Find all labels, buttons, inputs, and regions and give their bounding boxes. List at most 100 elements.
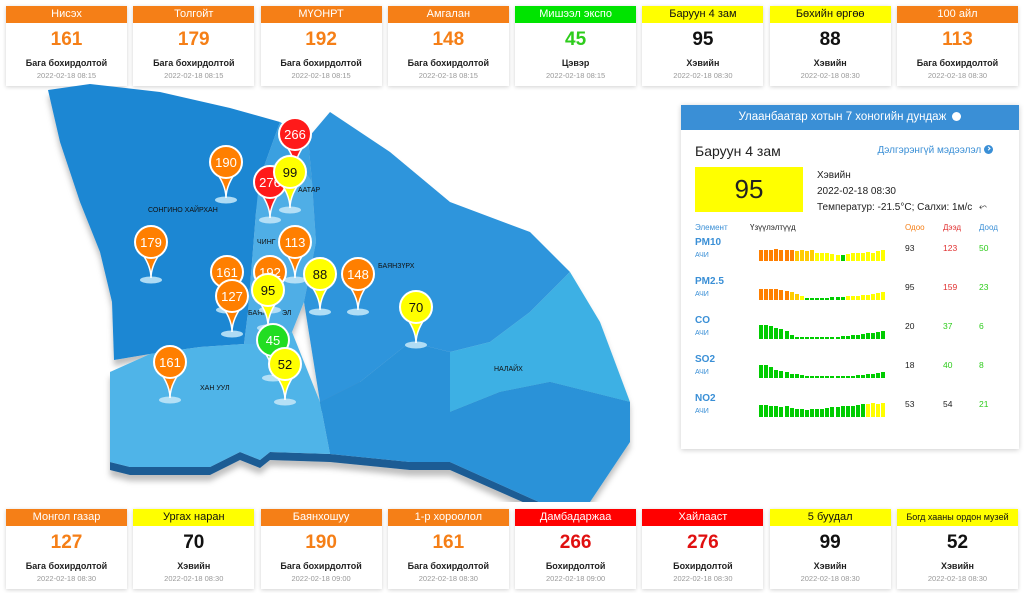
- station-card-value: 52: [946, 532, 969, 553]
- aqi-marker[interactable]: 113: [278, 225, 312, 284]
- pollutant-sparkline: [759, 247, 887, 261]
- pollutant-min: 6: [979, 321, 984, 331]
- district-songino-khairkhan[interactable]: [48, 84, 280, 360]
- label-sukhbaatar: ААТАР: [298, 187, 321, 194]
- sparkline-bar: [876, 373, 881, 378]
- station-card-value: 266: [559, 532, 592, 553]
- sparkline-bar: [861, 253, 865, 261]
- label-bayangol: БАЯН: [248, 310, 267, 317]
- station-card-name: 5 буудал: [769, 509, 891, 526]
- aqi-marker[interactable]: 70: [399, 290, 433, 349]
- station-card[interactable]: 5 буудал 99 Хэвийн 2022-02-18 08:30: [769, 509, 891, 589]
- marker-circle: [399, 290, 433, 324]
- pollutant-name: SO2: [695, 354, 716, 365]
- station-card[interactable]: Богд хааны ордон музей 52 Хэвийн 2022-02-18…: [896, 509, 1018, 589]
- sparkline-bar: [825, 376, 830, 378]
- sparkline-bar: [835, 376, 840, 378]
- station-card[interactable]: Амгалан 148 Бага бохирдолтой 2022-02-18 08:…: [387, 6, 509, 86]
- sparkline-bar: [774, 370, 779, 378]
- station-card[interactable]: 1-р хороолол 161 Бага бохирдолтой 2022-02-1…: [387, 509, 509, 589]
- sparkline-bar: [810, 376, 814, 378]
- aqi-marker[interactable]: 127: [215, 279, 249, 338]
- sparkline-bar: [861, 404, 865, 417]
- aqi-marker[interactable]: 99: [273, 155, 307, 214]
- marker-value: 179: [140, 235, 162, 250]
- sparkline-bar: [774, 289, 779, 300]
- station-card-value: 192: [305, 29, 337, 50]
- sparkline-bar: [764, 250, 769, 261]
- marker-circle: [251, 273, 285, 307]
- aqi-marker[interactable]: 190: [209, 145, 243, 204]
- pollutant-unit: АЧИ: [695, 330, 709, 337]
- sparkline-bar: [825, 253, 830, 261]
- station-card[interactable]: Дамбадаржаа 266 Бохирдолтой 2022-02-18 09:0…: [515, 509, 637, 589]
- sparkline-bar: [764, 365, 769, 378]
- district-nalaikh[interactable]: [450, 272, 630, 412]
- station-card[interactable]: Нисэх 161 Бага бохирдолтой 2022-02-18 08:15: [6, 6, 127, 86]
- more-info-link[interactable]: Дэлгэрэнгүй мэдээлэл: [878, 145, 993, 156]
- marker-shadow: [215, 196, 237, 204]
- sparkline-bar: [779, 290, 784, 300]
- station-card-time: 2022-02-18 08:30: [36, 574, 97, 583]
- station-card-status: Бага бохирдолтой: [280, 561, 362, 571]
- aqi-marker[interactable]: 88: [303, 257, 337, 316]
- sparkline-bar: [881, 250, 886, 261]
- sparkline-bar: [784, 250, 789, 261]
- station-card[interactable]: Хайлааст 276 Бохирдолтой 2022-02-18 08:30: [642, 509, 764, 589]
- marker-circle: [209, 145, 243, 179]
- station-card[interactable]: Ургах наран 70 Хэвийн 2022-02-18 08:30: [133, 509, 255, 589]
- aqi-marker[interactable]: 52: [268, 347, 302, 406]
- station-card[interactable]: Мишээл экспо 45 Цэвэр 2022-02-18 08:15: [515, 6, 637, 86]
- station-detail-panel: Улаанбаатар хотын 7 хоногийн дундаж Бару…: [681, 105, 1019, 449]
- station-card-time: 2022-02-18 09:00: [546, 574, 606, 583]
- sparkline-bar: [794, 374, 799, 378]
- marker-circle: [303, 257, 337, 291]
- marker-circle: [268, 347, 302, 381]
- pollutant-max: 37: [943, 321, 953, 331]
- station-card-name: 1-р хороолол: [387, 509, 509, 526]
- station-card-time: 2022-02-18 08:15: [418, 71, 478, 80]
- district-bayanzurkh[interactable]: [304, 112, 570, 402]
- station-card-time: 2022-02-18 08:30: [927, 71, 988, 80]
- station-card-status: Хэвийн: [813, 58, 847, 68]
- station-card[interactable]: Бөхийн өргөө 88 Хэвийн 2022-02-18 08:30: [769, 6, 891, 86]
- district-south-east[interactable]: [320, 342, 630, 502]
- header-element: Элемент: [695, 223, 728, 232]
- station-card[interactable]: Баруун 4 зам 95 Хэвийн 2022-02-18 08:30: [642, 6, 764, 86]
- sparkline-bar: [835, 255, 840, 261]
- chevron-circle-right-icon: [952, 112, 962, 121]
- station-card-value: 88: [819, 29, 841, 50]
- sparkline-bar: [861, 334, 865, 339]
- sparkline-bar: [871, 374, 876, 378]
- station-card[interactable]: Баянхошуу 190 Бага бохирдолтой 2022-02-18 0…: [260, 509, 382, 589]
- station-card-status: Хэвийн: [177, 561, 211, 571]
- station-card-time: 2022-02-18 08:30: [418, 574, 478, 583]
- station-card-name: Нисэх: [6, 6, 127, 23]
- aqi-marker[interactable]: 161: [153, 345, 187, 404]
- sparkline-bar: [774, 249, 779, 261]
- station-card[interactable]: Монгол газар 127 Бага бохирдолтой 2022-02-1…: [6, 509, 127, 589]
- sparkline-bar: [845, 296, 850, 300]
- marker-value: 95: [261, 283, 275, 298]
- station-card[interactable]: МҮОНРТ 192 Бага бохирдолтой 2022-02-18 08:1…: [260, 6, 382, 86]
- station-card[interactable]: Толгойт 179 Бага бохирдолтой 2022-02-18 08:…: [133, 6, 255, 86]
- station-card-name: МҮОНРТ: [260, 6, 382, 23]
- aqi-marker[interactable]: 179: [134, 225, 168, 284]
- station-card-name: Толгойт: [133, 6, 255, 23]
- sparkline-bar: [764, 325, 769, 339]
- station-card[interactable]: 100 айл 113 Бага бохирдолтой 2022-02-18 08:…: [896, 6, 1018, 86]
- station-card-time: 2022-02-18 08:30: [800, 574, 860, 583]
- aqi-marker[interactable]: 148: [341, 257, 375, 316]
- sparkline-bar: [820, 409, 825, 417]
- station-card-time: 2022-02-18 08:15: [291, 71, 351, 80]
- marker-value: 190: [215, 155, 237, 170]
- panel-header[interactable]: Улаанбаатар хотын 7 хоногийн дундаж: [681, 105, 1019, 130]
- station-card-time: 2022-02-18 08:15: [36, 71, 97, 80]
- sparkline-bar: [794, 294, 799, 300]
- sparkline-bar: [799, 375, 804, 378]
- weather-text: Температур: -21.5°C; Салхи: 1м/с: [817, 202, 973, 213]
- station-card-name: Амгалан: [387, 6, 509, 23]
- sparkline-bar: [855, 253, 860, 261]
- pollutant-min: 23: [979, 282, 989, 292]
- station-card-time: 2022-02-18 08:30: [673, 574, 733, 583]
